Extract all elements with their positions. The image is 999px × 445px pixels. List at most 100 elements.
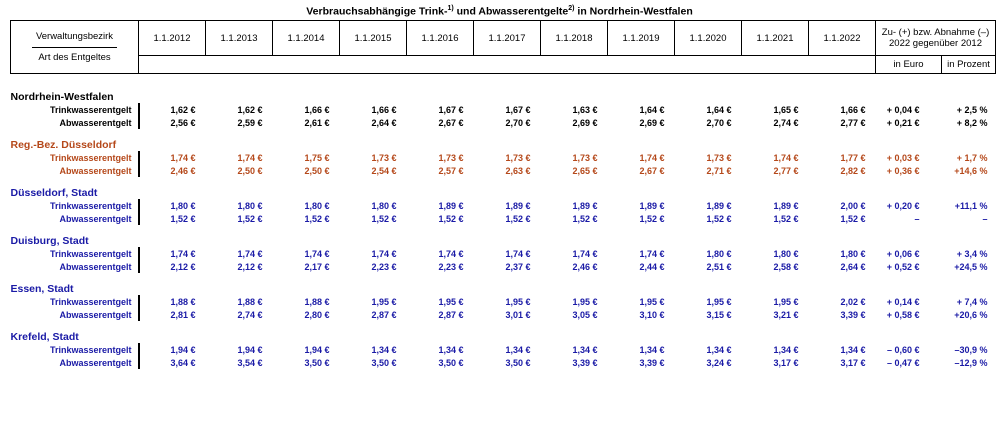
fee-value: 2,69 € (639, 117, 665, 128)
fee-value: 1,67 € (438, 104, 464, 115)
fee-value: 1,74 € (572, 248, 598, 259)
fee-value: 2,77 € (840, 117, 866, 128)
fee-value: 1,74 € (170, 152, 196, 163)
admin-header-divider (32, 46, 117, 48)
fee-value: 2,67 € (639, 165, 665, 176)
table-row: Abwasserentgelt 3,64 € 3,54 € 3,50 € 3,50 € 3… (10, 356, 996, 369)
fee-value: 2,44 € (639, 261, 665, 272)
date-header: 1.1.2016 (406, 20, 474, 56)
change-euro: + 0,52 € (886, 261, 920, 272)
fee-value: 2,12 € (170, 261, 196, 272)
fee-value: 2,23 € (371, 261, 397, 272)
fee-value: 1,52 € (706, 213, 732, 224)
header-subrow: in Euro in Prozent (11, 55, 997, 74)
fee-value: 1,89 € (505, 200, 531, 211)
change-percent: – (982, 213, 988, 224)
fee-value: 1,73 € (505, 152, 531, 163)
fee-value: 1,52 € (237, 213, 263, 224)
fee-value: 1,66 € (840, 104, 866, 115)
fee-type-label: Abwasserentgelt (10, 164, 140, 177)
fee-value: 1,34 € (438, 344, 464, 355)
fee-value: 3,50 € (505, 357, 531, 368)
spacer-cell (11, 177, 139, 184)
fee-value: 1,89 € (438, 200, 464, 211)
group-spacer (11, 177, 996, 184)
fee-value: 1,88 € (304, 296, 330, 307)
date-header: 1.1.2018 (540, 20, 608, 56)
fee-value: 1,52 € (505, 213, 531, 224)
fee-value: 1,62 € (170, 104, 196, 115)
fee-type-label: Trinkwasserentgelt (10, 103, 140, 116)
fee-value: 2,12 € (237, 261, 263, 272)
change-euro: + 0,21 € (886, 117, 920, 128)
spacer-cell (11, 321, 139, 328)
fee-value: 2,57 € (438, 165, 464, 176)
fee-value: 2,50 € (304, 165, 330, 176)
fee-value: 2,58 € (773, 261, 799, 272)
fee-value: 2,23 € (438, 261, 464, 272)
change-percent: +20,6 % (954, 309, 988, 320)
fee-value: 1,95 € (773, 296, 799, 307)
change-euro: + 0,20 € (886, 200, 920, 211)
fee-value: 2,74 € (237, 309, 263, 320)
fee-value: 3,01 € (505, 309, 531, 320)
fee-value: 1,67 € (505, 104, 531, 115)
fee-value: 2,56 € (170, 117, 196, 128)
table-row: Trinkwasserentgelt 1,74 € 1,74 € 1,75 € 1,73… (10, 151, 996, 164)
fee-value: 1,63 € (572, 104, 598, 115)
fee-value: 1,88 € (237, 296, 263, 307)
fee-value: 1,74 € (304, 248, 330, 259)
fee-value: 1,95 € (505, 296, 531, 307)
fee-value: 2,69 € (572, 117, 598, 128)
fee-value: 2,54 € (371, 165, 397, 176)
fee-value: 1,80 € (840, 248, 866, 259)
fee-value: 2,63 € (505, 165, 531, 176)
change-percent: + 1,7 % (956, 152, 988, 163)
table-row: Abwasserentgelt 2,12 € 2,12 € 2,17 € 2,23 € 2… (10, 260, 996, 273)
date-header: 1.1.2012 (138, 20, 206, 56)
fee-value: 1,74 € (237, 248, 263, 259)
fee-value: 1,80 € (237, 200, 263, 211)
change-euro: + 0,36 € (886, 165, 920, 176)
fee-value: 1,52 € (304, 213, 330, 224)
date-header: 1.1.2014 (272, 20, 340, 56)
fee-value: 1,52 € (371, 213, 397, 224)
fee-type-label: Abwasserentgelt (10, 356, 140, 369)
fee-value: 1,95 € (371, 296, 397, 307)
fee-value: 3,05 € (572, 309, 598, 320)
fee-value: 1,62 € (237, 104, 263, 115)
in-euro-header: in Euro (875, 55, 942, 74)
group-name: Nordrhein-Westfalen (10, 91, 114, 103)
fee-value: 2,61 € (304, 117, 330, 128)
in-percent-header: in Prozent (940, 55, 997, 74)
change-header: Zu- (+) bzw. Abnahme (–) 2022 gegenüber … (874, 20, 997, 56)
group-name: Duisburg, Stadt (10, 235, 89, 247)
fee-value: 1,74 € (505, 248, 531, 259)
table-row: Trinkwasserentgelt 1,80 € 1,80 € 1,80 € 1,80… (10, 199, 996, 212)
fee-value: 2,87 € (371, 309, 397, 320)
table-row: Abwasserentgelt 2,81 € 2,74 € 2,80 € 2,87 € 2… (10, 308, 996, 321)
change-percent: + 8,2 % (956, 117, 988, 128)
fee-value: 2,46 € (572, 261, 598, 272)
fee-value: 2,00 € (840, 200, 866, 211)
fee-value: 1,74 € (170, 248, 196, 259)
fee-type-label: Trinkwasserentgelt (10, 295, 140, 308)
fee-value: 1,66 € (304, 104, 330, 115)
fee-value: 1,89 € (773, 200, 799, 211)
title-footnote-2: 2) (568, 5, 575, 12)
fee-value: 2,77 € (773, 165, 799, 176)
fee-value: 1,94 € (237, 344, 263, 355)
fee-type-label: Abwasserentgelt (10, 116, 140, 129)
date-header: 1.1.2017 (473, 20, 541, 56)
fee-value: 3,39 € (639, 357, 665, 368)
admin-header-top: Verwaltungsbezirk (35, 30, 114, 42)
change-percent: +11,1 % (954, 200, 988, 211)
title-tail: in Nordrhein-Westfalen (574, 5, 693, 18)
fee-value: 2,64 € (840, 261, 866, 272)
fee-value: 1,95 € (572, 296, 598, 307)
fee-value: 1,65 € (773, 104, 799, 115)
fee-value: 2,59 € (237, 117, 263, 128)
fee-type-label: Abwasserentgelt (10, 212, 140, 225)
fee-value: 1,74 € (237, 152, 263, 163)
fee-value: 3,39 € (840, 309, 866, 320)
